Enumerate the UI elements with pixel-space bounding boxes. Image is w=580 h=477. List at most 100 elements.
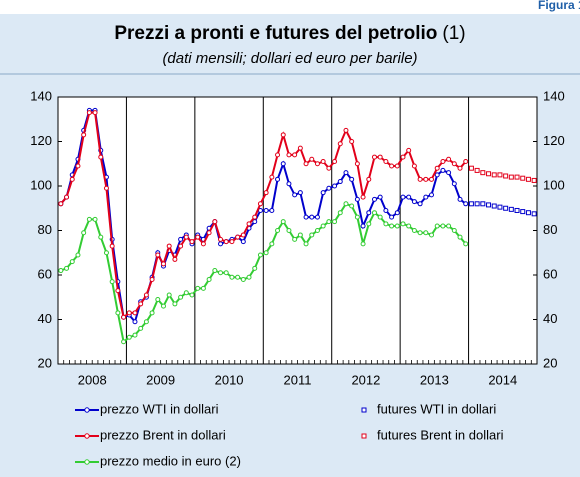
point-marker [394,163,400,169]
point-marker [252,265,258,271]
chart-subtitle: (dati mensili; dollari ed euro per baril… [162,50,417,67]
point-marker [280,219,286,225]
point-marker [166,292,172,298]
point-marker [223,239,229,245]
point-marker [269,174,275,180]
point-marker [280,161,286,167]
legend-label: futures WTI in dollari [377,401,496,416]
point-marker [377,194,383,200]
futures-marker [531,177,537,183]
point-marker [389,223,395,229]
point-marker [212,268,218,274]
legend-label: prezzo Brent in dollari [100,427,226,442]
futures-marker [474,167,480,173]
y-tick-label: 120 [30,133,52,148]
point-marker [354,214,360,220]
point-marker [218,236,224,242]
point-marker [400,221,406,227]
futures-marker [491,172,497,178]
futures-marker [508,174,514,180]
point-marker [463,241,469,247]
point-marker [383,207,389,213]
point-marker [132,310,138,316]
y2-tick-label: 40 [543,311,557,326]
y-tick-label: 140 [30,88,52,103]
point-marker [451,181,457,187]
point-marker [440,223,446,229]
point-marker [354,196,360,202]
point-marker [195,234,201,240]
point-marker [98,154,104,160]
point-marker [451,228,457,233]
point-marker [411,199,417,205]
point-marker [314,161,320,167]
y-tick-label: 80 [38,222,52,237]
point-marker [75,252,81,258]
point-marker [349,139,355,144]
point-marker [280,132,286,138]
point-marker [121,339,127,345]
point-marker [149,276,155,282]
point-marker [86,110,92,116]
point-marker [360,223,366,229]
point-marker [411,163,417,169]
point-marker [172,256,178,262]
x-tick-label: 2011 [284,372,312,387]
point-marker [240,239,246,245]
point-marker [423,194,429,200]
point-marker [263,207,269,213]
futures-marker [480,201,486,207]
point-marker [166,243,172,249]
point-marker [371,154,377,160]
legend-marker [361,407,367,413]
point-marker [326,219,332,225]
point-marker [343,170,349,176]
x-tick-label: 2010 [215,372,244,387]
legend-marker [84,433,90,439]
point-marker [126,310,132,316]
point-marker [189,292,195,298]
y-tick-label: 100 [30,177,52,192]
point-marker [371,210,377,216]
point-marker [423,176,429,182]
point-marker [292,152,298,158]
point-marker [92,216,98,222]
point-marker [286,228,292,233]
point-marker [377,154,383,160]
point-marker [292,192,298,198]
point-marker [286,181,292,187]
futures-marker [474,201,480,207]
point-marker [332,219,338,225]
point-marker [411,228,417,233]
point-marker [189,239,195,245]
point-marker [143,292,149,298]
point-marker [92,110,98,116]
point-marker [69,259,75,265]
point-marker [138,325,144,331]
point-marker [457,165,463,171]
point-marker [429,192,435,198]
futures-marker [491,203,497,209]
point-marker [109,279,115,285]
point-marker [229,274,235,280]
point-marker [332,159,338,165]
point-marker [58,268,64,274]
point-marker [178,294,184,300]
point-marker [292,236,298,242]
legend-marker [84,407,90,413]
point-marker [303,161,309,167]
point-marker [360,194,366,200]
point-marker [463,159,469,165]
futures-marker [468,201,474,207]
point-marker [223,270,229,276]
legend-label: prezzo medio in euro (2) [100,453,241,468]
point-marker [172,301,178,307]
point-marker [440,167,446,173]
point-marker [257,252,263,258]
point-marker [240,276,246,282]
point-marker [451,161,457,167]
point-marker [218,270,224,276]
title-main: Prezzi a pronti e futures del petrolio [114,23,437,44]
point-marker [366,210,372,216]
